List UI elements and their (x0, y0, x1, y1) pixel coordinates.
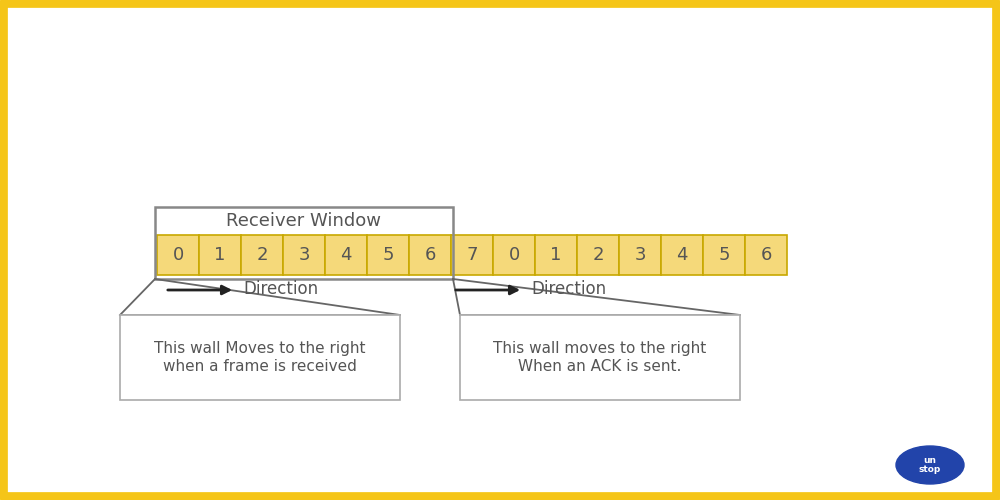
FancyBboxPatch shape (3, 3, 997, 497)
Text: 7: 7 (466, 246, 478, 264)
Bar (199, 235, 241, 275)
Bar (120, 315, 400, 400)
Text: 6: 6 (424, 246, 436, 264)
Text: 5: 5 (718, 246, 730, 264)
Text: 4: 4 (676, 246, 688, 264)
Bar (493, 235, 535, 275)
Bar (155, 207, 453, 279)
Text: This wall moves to the right
When an ACK is sent.: This wall moves to the right When an ACK… (493, 342, 707, 374)
Text: 0: 0 (508, 246, 520, 264)
Text: This wall Moves to the right
when a frame is received: This wall Moves to the right when a fram… (154, 342, 366, 374)
Bar (241, 235, 283, 275)
Text: 5: 5 (382, 246, 394, 264)
Bar (451, 235, 493, 275)
Bar (745, 235, 787, 275)
Text: 4: 4 (340, 246, 352, 264)
Bar (409, 235, 451, 275)
Bar (577, 235, 619, 275)
Text: Receiver Window: Receiver Window (226, 212, 382, 230)
Text: 2: 2 (256, 246, 268, 264)
Text: 1: 1 (550, 246, 562, 264)
Bar (703, 235, 745, 275)
Bar (283, 235, 325, 275)
Bar (460, 315, 740, 400)
Text: Direction: Direction (531, 280, 606, 298)
Bar (619, 235, 661, 275)
Text: un
stop: un stop (919, 456, 941, 474)
Text: 0: 0 (172, 246, 184, 264)
Text: 6: 6 (760, 246, 772, 264)
Text: 3: 3 (634, 246, 646, 264)
Text: Direction: Direction (243, 280, 318, 298)
Bar (367, 235, 409, 275)
Text: 3: 3 (298, 246, 310, 264)
Bar (661, 235, 703, 275)
Text: 1: 1 (214, 246, 226, 264)
Bar (535, 235, 577, 275)
Bar (325, 235, 367, 275)
Bar (157, 235, 199, 275)
Ellipse shape (896, 446, 964, 484)
Text: 2: 2 (592, 246, 604, 264)
